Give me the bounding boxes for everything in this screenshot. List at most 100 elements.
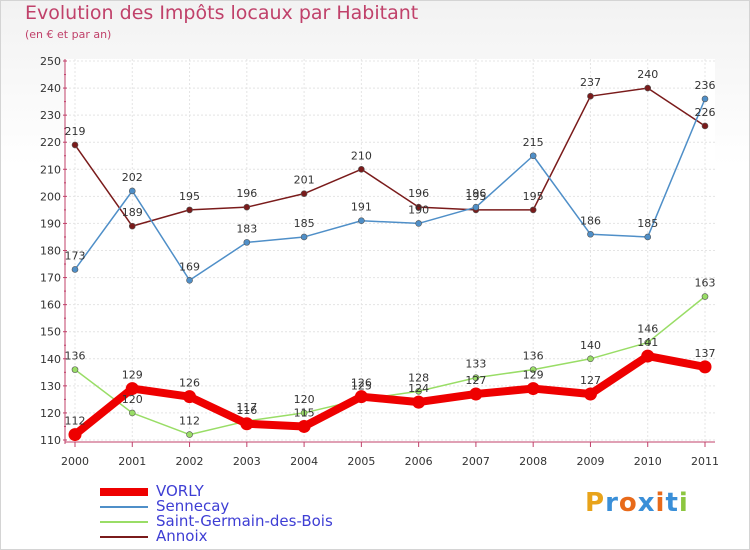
data-label-annoix: 210 — [351, 149, 372, 162]
y-tick-label: 230 — [40, 109, 61, 122]
data-label-sennecay: 186 — [580, 214, 601, 227]
x-tick-label: 2002 — [176, 455, 204, 468]
data-label-saint-germain-des-bois: 117 — [236, 401, 257, 414]
data-point-vorly — [583, 387, 597, 401]
data-label-saint-germain-des-bois: 120 — [294, 393, 315, 406]
legend-label-annoix: Annoix — [156, 527, 208, 545]
data-point-sennecay — [358, 217, 365, 225]
data-point-saint-germain-des-bois — [701, 293, 709, 300]
data-label-sennecay: 185 — [294, 217, 315, 230]
data-point-vorly — [354, 390, 368, 404]
data-point-vorly — [125, 382, 139, 396]
data-point-sennecay — [128, 187, 136, 195]
data-label-sennecay: 185 — [637, 217, 658, 230]
data-point-annoix — [71, 141, 79, 149]
legend-swatch-sennecay — [100, 505, 148, 508]
x-tick-label: 2004 — [290, 455, 318, 468]
data-label-annoix: 201 — [294, 174, 315, 187]
data-label-annoix: 189 — [122, 206, 143, 219]
chart-legend: VORLY Sennecay Saint-Germain-des-Bois An… — [100, 484, 333, 544]
data-point-vorly — [698, 360, 712, 374]
x-tick-label: 2009 — [576, 455, 604, 468]
data-label-saint-germain-des-bois: 120 — [122, 393, 143, 406]
y-tick-label: 210 — [40, 163, 61, 176]
data-point-saint-germain-des-bois — [300, 409, 308, 417]
legend-swatch-saint-germain — [100, 520, 148, 523]
data-label-sennecay: 202 — [122, 171, 143, 184]
chart-subtitle: (en € et par an) — [25, 28, 112, 41]
data-point-saint-germain-des-bois — [186, 431, 193, 438]
data-point-annoix — [358, 165, 365, 173]
data-point-vorly — [68, 428, 82, 442]
data-label-sennecay: 191 — [351, 201, 372, 214]
data-point-vorly — [526, 382, 540, 396]
data-point-sennecay — [186, 276, 193, 284]
data-label-saint-germain-des-bois: 125 — [351, 379, 372, 392]
data-point-saint-germain-des-bois — [71, 366, 79, 373]
data-label-vorly: 115 — [294, 406, 315, 419]
data-label-vorly: 129 — [523, 369, 544, 382]
y-tick-label: 250 — [40, 55, 61, 68]
legend-item-saint-germain: Saint-Germain-des-Bois — [100, 514, 333, 529]
series-line-annoix — [74, 87, 706, 227]
chart-title: Evolution des Impôts locaux par Habitant — [25, 2, 419, 24]
x-tick-label: 2005 — [347, 455, 375, 468]
data-point-annoix — [243, 203, 251, 211]
data-label-saint-germain-des-bois: 146 — [637, 323, 658, 336]
data-label-sennecay: 215 — [523, 136, 544, 149]
data-point-saint-germain-des-bois — [587, 355, 594, 363]
data-label-annoix: 195 — [179, 190, 200, 203]
data-point-sennecay — [71, 266, 79, 273]
data-point-vorly — [183, 390, 197, 404]
data-label-saint-germain-des-bois: 163 — [695, 277, 716, 290]
data-point-annoix — [529, 206, 537, 214]
data-point-annoix — [587, 92, 594, 100]
y-tick-label: 110 — [40, 434, 61, 447]
data-label-saint-germain-des-bois: 136 — [523, 350, 544, 363]
data-point-annoix — [186, 206, 193, 214]
data-label-annoix: 195 — [465, 190, 486, 203]
data-label-vorly: 126 — [351, 377, 372, 390]
data-point-vorly — [641, 349, 655, 363]
data-label-annoix: 196 — [408, 187, 429, 200]
legend-swatch-annoix — [100, 535, 148, 538]
data-label-annoix: 237 — [580, 76, 601, 89]
x-tick-label: 2007 — [462, 455, 490, 468]
data-point-saint-germain-des-bois — [644, 339, 652, 346]
legend-label-sennecay: Sennecay — [156, 497, 230, 515]
x-tick-label: 2008 — [519, 455, 547, 468]
data-label-vorly: 124 — [408, 382, 429, 395]
y-tick-label: 160 — [40, 299, 61, 312]
x-tick-label: 2001 — [118, 455, 146, 468]
data-point-saint-germain-des-bois — [529, 366, 537, 373]
data-label-annoix: 195 — [523, 190, 544, 203]
data-point-sennecay — [415, 220, 422, 227]
series-line-saint-germain-des-bois — [74, 295, 706, 436]
series-line-sennecay — [74, 98, 706, 282]
legend-item-annoix: Annoix — [100, 529, 333, 544]
data-point-annoix — [701, 122, 709, 130]
x-tick-label: 2011 — [691, 455, 719, 468]
data-label-saint-germain-des-bois: 140 — [580, 339, 601, 352]
data-point-saint-germain-des-bois — [472, 374, 480, 382]
data-label-sennecay: 236 — [695, 79, 716, 92]
x-tick-label: 2000 — [61, 455, 89, 468]
legend-item-sennecay: Sennecay — [100, 499, 333, 514]
legend-label-saint-germain: Saint-Germain-des-Bois — [156, 512, 333, 530]
data-point-saint-germain-des-bois — [128, 409, 136, 417]
data-point-sennecay — [300, 233, 308, 241]
y-tick-label: 170 — [40, 272, 61, 285]
data-point-vorly — [469, 387, 483, 401]
data-point-annoix — [644, 84, 652, 92]
x-tick-label: 2006 — [405, 455, 433, 468]
data-label-annoix: 240 — [637, 68, 658, 81]
proxiti-logo: Proxiti — [585, 488, 689, 518]
data-label-vorly: 116 — [236, 404, 257, 417]
data-label-sennecay: 169 — [179, 260, 200, 273]
y-tick-label: 190 — [40, 217, 61, 230]
data-point-sennecay — [587, 230, 594, 238]
data-point-vorly — [297, 419, 311, 433]
data-label-vorly: 127 — [580, 374, 601, 387]
legend-swatch-vorly — [100, 487, 148, 496]
